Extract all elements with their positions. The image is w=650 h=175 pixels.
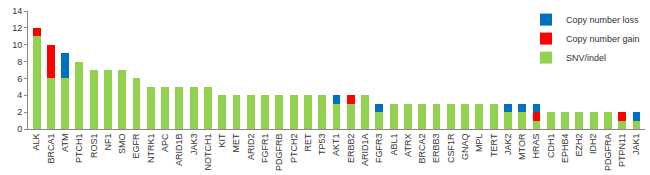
svg-text:ATM: ATM xyxy=(60,134,70,152)
svg-text:MTOR: MTOR xyxy=(517,133,527,160)
svg-text:BRCA1: BRCA1 xyxy=(46,134,56,164)
svg-text:JAK1: JAK1 xyxy=(631,134,641,156)
svg-text:ERBB2: ERBB2 xyxy=(346,134,356,164)
svg-text:10: 10 xyxy=(12,40,22,50)
svg-text:ROS1: ROS1 xyxy=(89,134,99,159)
svg-text:PDGFRA: PDGFRA xyxy=(603,134,613,172)
svg-text:KIT: KIT xyxy=(217,133,227,148)
svg-text:EGFR: EGFR xyxy=(131,133,141,159)
svg-text:FGFR1: FGFR1 xyxy=(260,134,270,164)
svg-text:EPHB4: EPHB4 xyxy=(560,134,570,164)
svg-text:IDH2: IDH2 xyxy=(589,134,599,155)
svg-text:NF1: NF1 xyxy=(103,134,113,151)
svg-text:JAK3: JAK3 xyxy=(189,134,199,156)
svg-text:SNV/indel: SNV/indel xyxy=(566,53,606,63)
svg-text:PDGFRB: PDGFRB xyxy=(274,134,284,172)
svg-text:TP53: TP53 xyxy=(317,134,327,156)
svg-text:ATRX: ATRX xyxy=(403,134,413,157)
svg-text:ERBB3: ERBB3 xyxy=(431,134,441,164)
svg-text:14: 14 xyxy=(12,6,22,16)
svg-text:ABL1: ABL1 xyxy=(389,134,399,156)
svg-text:6: 6 xyxy=(17,74,22,84)
svg-text:4: 4 xyxy=(17,90,22,100)
svg-text:CSF1R: CSF1R xyxy=(446,133,456,163)
svg-text:ARID2: ARID2 xyxy=(246,134,256,161)
svg-text:Copy number loss: Copy number loss xyxy=(566,15,639,25)
svg-text:BRCA2: BRCA2 xyxy=(417,134,427,164)
svg-text:NOTCH1: NOTCH1 xyxy=(203,134,213,171)
svg-text:ARID1B: ARID1B xyxy=(174,134,184,167)
svg-text:EZH2: EZH2 xyxy=(574,134,584,157)
svg-text:MPL: MPL xyxy=(474,134,484,153)
svg-text:PTPN11: PTPN11 xyxy=(617,134,627,167)
svg-text:RET: RET xyxy=(303,133,313,152)
svg-text:GNAQ: GNAQ xyxy=(460,134,470,161)
svg-text:TERT: TERT xyxy=(489,133,499,157)
svg-text:0: 0 xyxy=(17,124,22,134)
svg-text:SMO: SMO xyxy=(117,134,127,155)
svg-text:ARID1A: ARID1A xyxy=(360,134,370,167)
svg-text:AKT1: AKT1 xyxy=(331,134,341,157)
svg-text:2: 2 xyxy=(17,107,22,117)
svg-text:8: 8 xyxy=(17,57,22,67)
svg-text:JAK2: JAK2 xyxy=(503,134,513,156)
svg-text:PTCH1: PTCH1 xyxy=(74,134,84,164)
svg-text:PTCH2: PTCH2 xyxy=(289,134,299,164)
svg-text:FGFR3: FGFR3 xyxy=(374,134,384,164)
svg-text:HRAS: HRAS xyxy=(531,134,541,159)
svg-text:12: 12 xyxy=(12,23,22,33)
svg-text:Copy number gain: Copy number gain xyxy=(566,34,640,44)
svg-text:APC: APC xyxy=(160,133,170,152)
svg-text:MET: MET xyxy=(231,133,241,153)
svg-text:CDH1: CDH1 xyxy=(546,134,556,159)
svg-text:ALK: ALK xyxy=(31,134,41,151)
svg-text:NTRK1: NTRK1 xyxy=(146,134,156,164)
